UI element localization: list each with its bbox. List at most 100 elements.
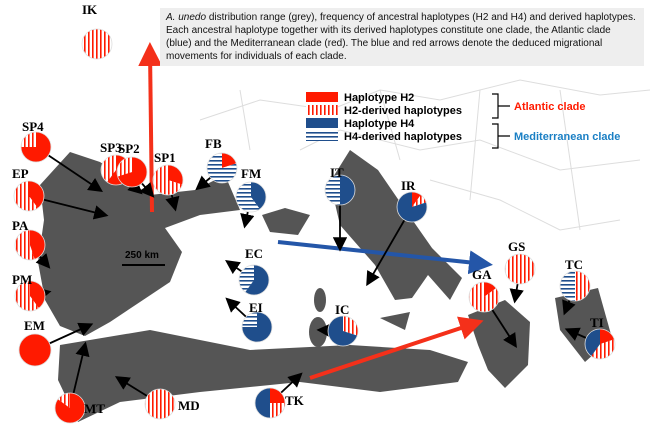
pie-slice [117, 157, 148, 188]
site-label: FM [241, 166, 261, 181]
pie-slice [591, 339, 615, 360]
pie-outline [14, 229, 46, 261]
legend-label: Haplotype H4 [344, 118, 415, 130]
pie-outline [468, 281, 500, 313]
pie-slice [412, 194, 427, 207]
pie-slice [560, 271, 575, 301]
pie [327, 315, 359, 347]
pie-outline [14, 280, 46, 312]
legend-swatch [306, 92, 338, 102]
pie-slice [29, 181, 45, 209]
pie-slice [412, 192, 421, 207]
pie-outline [81, 28, 113, 60]
legend-swatch [306, 118, 338, 128]
pie-slice [15, 281, 39, 311]
pie-slice [30, 281, 46, 309]
pie-outline [116, 156, 148, 188]
pie-slice [575, 271, 590, 301]
pie [206, 152, 238, 184]
clade-brackets [492, 93, 510, 149]
pie [324, 174, 356, 206]
site-label: PA [12, 218, 29, 233]
pie-slice [484, 282, 497, 297]
site-label: IK [82, 2, 98, 17]
pie-outline [54, 392, 86, 424]
pie-slice [343, 316, 358, 336]
site-label: EC [245, 246, 263, 261]
pie-slice [239, 265, 254, 293]
site-label: TC [565, 257, 583, 272]
site-label: MD [178, 398, 200, 413]
site-label: GA [472, 267, 492, 282]
pie-slice [14, 181, 38, 211]
pie-outline [584, 328, 616, 360]
pie-outline [152, 164, 184, 196]
pie-outline [559, 270, 591, 302]
pie-slice [207, 153, 237, 184]
pie-outline [254, 387, 286, 419]
pie [14, 280, 46, 312]
pie [235, 181, 267, 213]
pie [20, 131, 52, 163]
site-label: IR [401, 178, 416, 193]
pie [584, 328, 616, 360]
site-label: TI [590, 315, 604, 330]
pie-slice [255, 388, 270, 418]
pie-slice [145, 389, 175, 419]
caption-text: distribution range (grey), frequency of … [166, 12, 636, 62]
site-label: FB [205, 136, 222, 151]
red-arrow [138, 42, 163, 213]
site-label: SP2 [118, 141, 140, 156]
blue-arrow [277, 240, 493, 275]
pie-slice [270, 388, 285, 403]
pie [241, 311, 273, 343]
pie [13, 180, 45, 212]
pie-slice [245, 265, 269, 295]
pie [81, 28, 113, 60]
site-label: GS [508, 239, 525, 254]
pie [116, 156, 148, 188]
pie-outline [238, 264, 270, 296]
site-label: PM [12, 272, 32, 287]
pie-outline [324, 174, 356, 206]
pie-slice [505, 254, 535, 284]
pie-slice [469, 282, 499, 312]
pie [144, 388, 176, 420]
site-label: EP [12, 166, 29, 181]
site-label: SP3 [100, 140, 122, 155]
pie [54, 392, 86, 424]
pie-outline [144, 388, 176, 420]
pie-slice [325, 175, 340, 205]
pie-outline [13, 180, 45, 212]
pie-slice [397, 192, 427, 223]
pie [396, 191, 428, 223]
clade-label: Mediterranean clade [514, 131, 620, 143]
pie [238, 264, 270, 296]
site-label: IT [330, 165, 344, 180]
pie-slice [21, 132, 36, 147]
site-label: EI [249, 300, 263, 315]
pie-slice [117, 157, 132, 177]
pie-slice [340, 175, 355, 205]
legend-label: H4-derived haplotypes [344, 131, 462, 143]
red-arrow [309, 316, 484, 380]
legend-label: H2-derived haplotypes [344, 105, 462, 117]
pie-outline [20, 131, 52, 163]
legend-swatch [306, 105, 338, 115]
pie-slice [236, 182, 260, 212]
pie-outline [206, 152, 238, 184]
pie-slice [585, 329, 600, 357]
pie-slice [100, 155, 116, 183]
pie-slice [82, 29, 112, 59]
pie [468, 281, 500, 313]
pie [152, 164, 184, 196]
site-label: SP1 [154, 150, 176, 165]
pie-slice [251, 182, 267, 210]
pie-slice [55, 393, 86, 423]
legend-swatch [306, 131, 338, 141]
pie [504, 253, 536, 285]
pie-outline [235, 181, 267, 213]
pie-slice [14, 230, 35, 260]
